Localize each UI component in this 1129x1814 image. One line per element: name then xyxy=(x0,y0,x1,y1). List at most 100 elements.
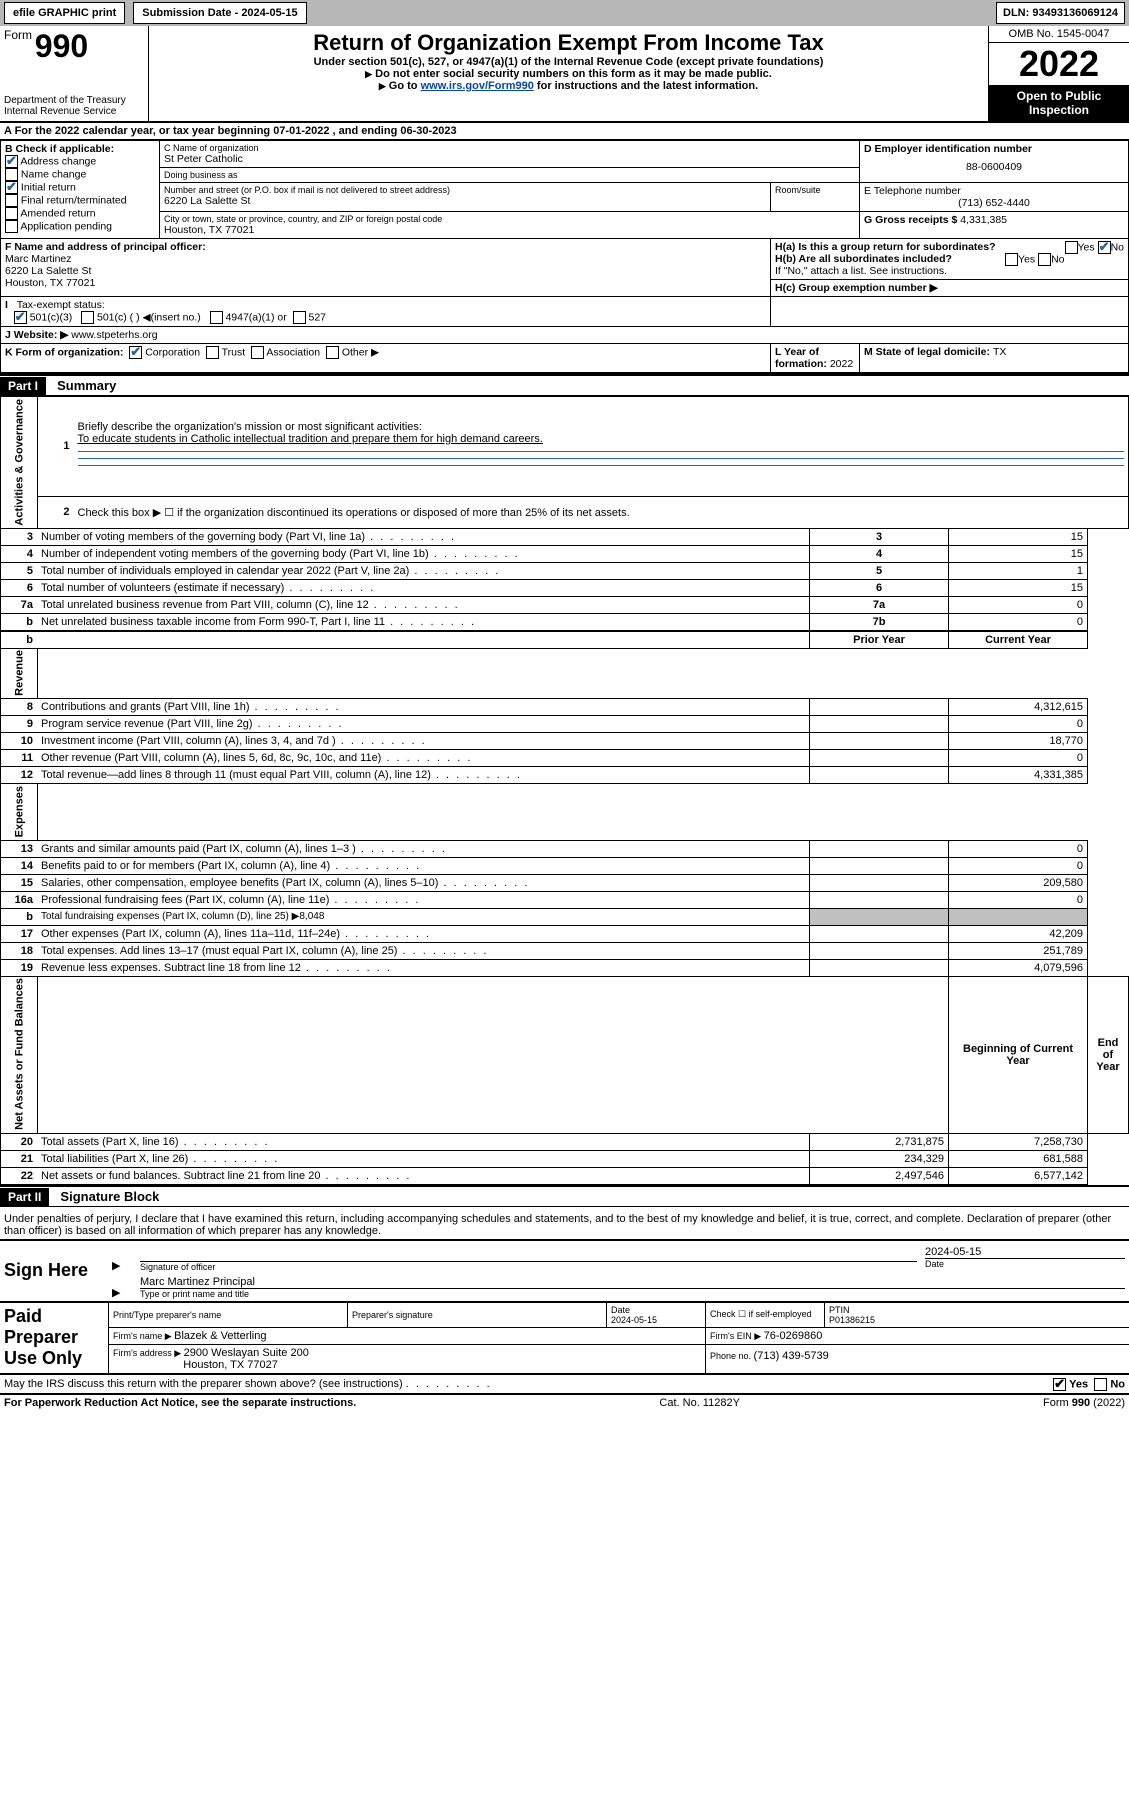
discuss-yes[interactable] xyxy=(1053,1378,1066,1391)
discuss-no[interactable] xyxy=(1094,1378,1107,1391)
street-label: Number and street (or P.O. box if mail i… xyxy=(164,185,766,195)
boxb-label: Final return/terminated xyxy=(21,194,127,206)
summary-table: Activities & Governance 1 Briefly descri… xyxy=(0,396,1129,1185)
vtab-netassets: Net Assets or Fund Balances xyxy=(1,976,38,1133)
box-i-label: Tax-exempt status: xyxy=(17,299,105,311)
officer-name: Marc Martinez xyxy=(5,253,766,265)
efile-topbar: efile GRAPHIC print Submission Date - 20… xyxy=(0,0,1129,26)
city-label: City or town, state or province, country… xyxy=(164,214,855,224)
boxb-label: Initial return xyxy=(21,181,76,193)
boxb-check[interactable] xyxy=(5,181,18,194)
k-other[interactable] xyxy=(326,346,339,359)
form-subtitle: Under section 501(c), 527, or 4947(a)(1)… xyxy=(157,56,980,68)
sign-here-block: Sign Here ▶ Signature of officer 2024-05… xyxy=(0,1239,1129,1303)
k-trust[interactable] xyxy=(206,346,219,359)
ptin: P01386215 xyxy=(829,1315,875,1325)
boxb-label: Application pending xyxy=(20,220,112,232)
website: www.stpeterhs.org xyxy=(71,329,157,341)
opt-501c3: 501(c)(3) xyxy=(30,311,73,323)
part2-hdr: Part II xyxy=(0,1188,49,1206)
k-assoc-lbl: Association xyxy=(266,346,320,358)
cat-no: Cat. No. 11282Y xyxy=(659,1397,740,1409)
date-lbl: Date xyxy=(925,1258,1125,1269)
col-end: End of Year xyxy=(1088,976,1129,1133)
boxb-check[interactable] xyxy=(5,194,18,207)
dba-label: Doing business as xyxy=(164,170,855,180)
vtab-expenses: Expenses xyxy=(1,784,38,840)
efile-graphic-print[interactable]: efile GRAPHIC print xyxy=(4,2,125,24)
vtab-activities: Activities & Governance xyxy=(1,397,38,529)
ha-yes[interactable] xyxy=(1065,241,1078,254)
hb-no[interactable] xyxy=(1038,253,1051,266)
yes-lbl: Yes xyxy=(1069,1378,1088,1390)
box-g-label: G Gross receipts $ xyxy=(864,214,960,226)
part1-title: Summary xyxy=(49,376,124,395)
ein: 88-0600409 xyxy=(864,155,1124,173)
box-l-label: L Year of formation: xyxy=(775,346,830,370)
h-note: If "No," attach a list. See instructions… xyxy=(775,265,947,277)
k-trust-lbl: Trust xyxy=(222,346,246,358)
opt-4947: 4947(a)(1) or xyxy=(225,311,286,323)
col-current: Current Year xyxy=(949,631,1088,649)
boxb-check[interactable] xyxy=(5,207,18,220)
irs-label: Internal Revenue Service xyxy=(4,106,144,117)
col-ptin: PTIN xyxy=(829,1305,850,1315)
501c-check[interactable] xyxy=(81,311,94,324)
paid-preparer: Paid Preparer Use Only xyxy=(0,1303,109,1374)
box-m-label: M State of legal domicile: xyxy=(864,346,993,358)
boxb-label: Name change xyxy=(21,168,86,180)
entity-info-block: B Check if applicable: Address change Na… xyxy=(0,140,1129,374)
col-check: Check ☐ if self-employed xyxy=(706,1303,825,1328)
col-sig: Preparer's signature xyxy=(348,1303,607,1328)
paid-preparer-block: Paid Preparer Use Only Print/Type prepar… xyxy=(0,1303,1129,1375)
part2-title: Signature Block xyxy=(52,1187,167,1206)
h-b-label: H(b) Are all subordinates included? xyxy=(775,253,952,265)
vtab-revenue: Revenue xyxy=(1,648,38,699)
k-assoc[interactable] xyxy=(251,346,264,359)
box-j-label: J Website: ▶ xyxy=(5,329,71,341)
boxb-check[interactable] xyxy=(5,220,18,233)
col-prior: Prior Year xyxy=(810,631,949,649)
prep-date: 2024-05-15 xyxy=(611,1315,657,1325)
sig-date: 2024-05-15 xyxy=(925,1246,1125,1258)
form-word: Form xyxy=(4,28,32,42)
paperwork-notice: For Paperwork Reduction Act Notice, see … xyxy=(4,1397,356,1409)
goto-post: for instructions and the latest informat… xyxy=(534,80,758,92)
ha-no[interactable] xyxy=(1098,241,1111,254)
tax-year-range: A For the 2022 calendar year, or tax yea… xyxy=(0,123,1129,140)
firm-addr-lbl: Firm's address ▶ xyxy=(113,1348,184,1358)
opt-501c: 501(c) ( ) ◀(insert no.) xyxy=(97,311,201,323)
officer-name-title: Marc Martinez Principal xyxy=(140,1276,1125,1288)
discuss-row: May the IRS discuss this return with the… xyxy=(0,1375,1129,1394)
gross-receipts: 4,331,385 xyxy=(960,214,1007,226)
q2: Check this box ▶ ☐ if the organization d… xyxy=(74,496,1129,528)
part1-hdr: Part I xyxy=(0,377,46,395)
open-public-1: Open to Public xyxy=(991,89,1127,103)
boxb-label: Amended return xyxy=(20,207,95,219)
4947-check[interactable] xyxy=(210,311,223,324)
form-title: Return of Organization Exempt From Incom… xyxy=(157,30,980,56)
sig-officer-lbl: Signature of officer xyxy=(140,1261,917,1272)
submission-date: Submission Date - 2024-05-15 xyxy=(133,2,306,24)
dept-treasury: Department of the Treasury xyxy=(4,95,144,106)
officer-city: Houston, TX 77021 xyxy=(5,277,766,289)
firm-ein-lbl: Firm's EIN ▶ xyxy=(710,1331,764,1341)
firm-addr1: 2900 Weslayan Suite 200 xyxy=(184,1347,309,1359)
col-begin: Beginning of Current Year xyxy=(949,976,1088,1133)
k-corp[interactable] xyxy=(129,346,142,359)
col-print: Print/Type preparer's name xyxy=(109,1303,348,1328)
sign-here: Sign Here xyxy=(0,1240,108,1302)
boxb-check[interactable] xyxy=(5,155,18,168)
open-public-2: Inspection xyxy=(991,103,1127,117)
officer-street: 6220 La Salette St xyxy=(5,265,766,277)
527-check[interactable] xyxy=(293,311,306,324)
telephone: (713) 652-4440 xyxy=(864,197,1124,209)
omb-number: OMB No. 1545-0047 xyxy=(989,26,1129,43)
h-a-label: H(a) Is this a group return for subordin… xyxy=(775,241,996,253)
discuss-question: May the IRS discuss this return with the… xyxy=(4,1378,403,1390)
box-e-label: E Telephone number xyxy=(864,185,1124,197)
501c3-check[interactable] xyxy=(14,311,27,324)
hb-yes[interactable] xyxy=(1005,253,1018,266)
name-title-lbl: Type or print name and title xyxy=(140,1288,1125,1299)
irs-link[interactable]: www.irs.gov/Form990 xyxy=(421,80,534,92)
